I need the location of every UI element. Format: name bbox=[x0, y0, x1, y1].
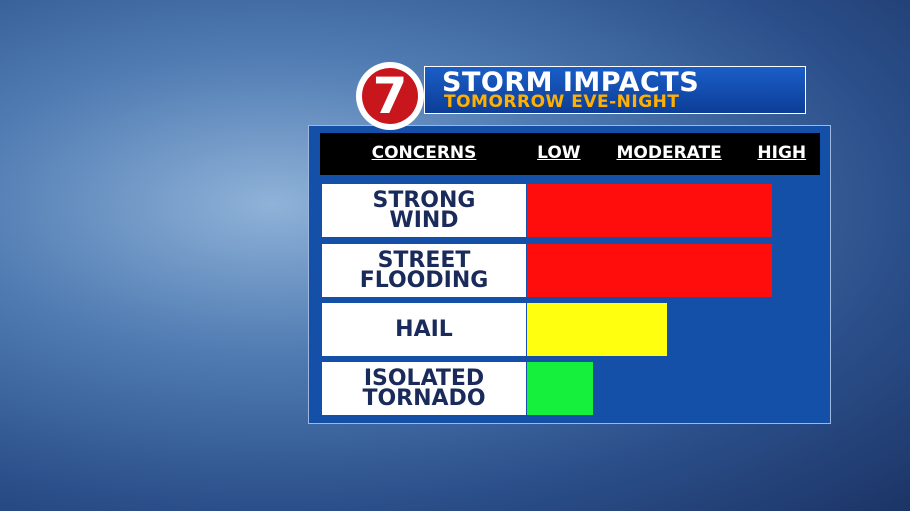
title-banner bbox=[424, 66, 806, 114]
title: STORM IMPACTS bbox=[442, 67, 700, 98]
logo-text: 7 bbox=[362, 68, 418, 124]
row-label: STRONG WIND bbox=[322, 184, 526, 237]
level-header: MODERATE bbox=[616, 143, 722, 163]
bar bbox=[527, 303, 667, 356]
bar bbox=[527, 244, 772, 297]
bar bbox=[527, 362, 594, 415]
header-bar bbox=[320, 133, 820, 175]
row-label-text: STRONG WIND bbox=[372, 187, 476, 233]
row-label: STREET FLOODING bbox=[322, 244, 526, 297]
category-header: CONCERNS bbox=[371, 143, 477, 163]
level-header: LOW bbox=[537, 143, 581, 163]
row-label-text: ISOLATED TORNADO bbox=[362, 365, 486, 411]
row-label-text: STREET FLOODING bbox=[359, 247, 489, 293]
bar bbox=[527, 184, 772, 237]
level-header: HIGH bbox=[757, 143, 807, 163]
row-label: ISOLATED TORNADO bbox=[322, 362, 526, 415]
row-label: HAIL bbox=[322, 303, 526, 356]
row-label-text: HAIL bbox=[395, 316, 453, 342]
logo: 7 bbox=[356, 62, 424, 130]
subtitle: TOMORROW EVE-NIGHT bbox=[444, 92, 680, 112]
